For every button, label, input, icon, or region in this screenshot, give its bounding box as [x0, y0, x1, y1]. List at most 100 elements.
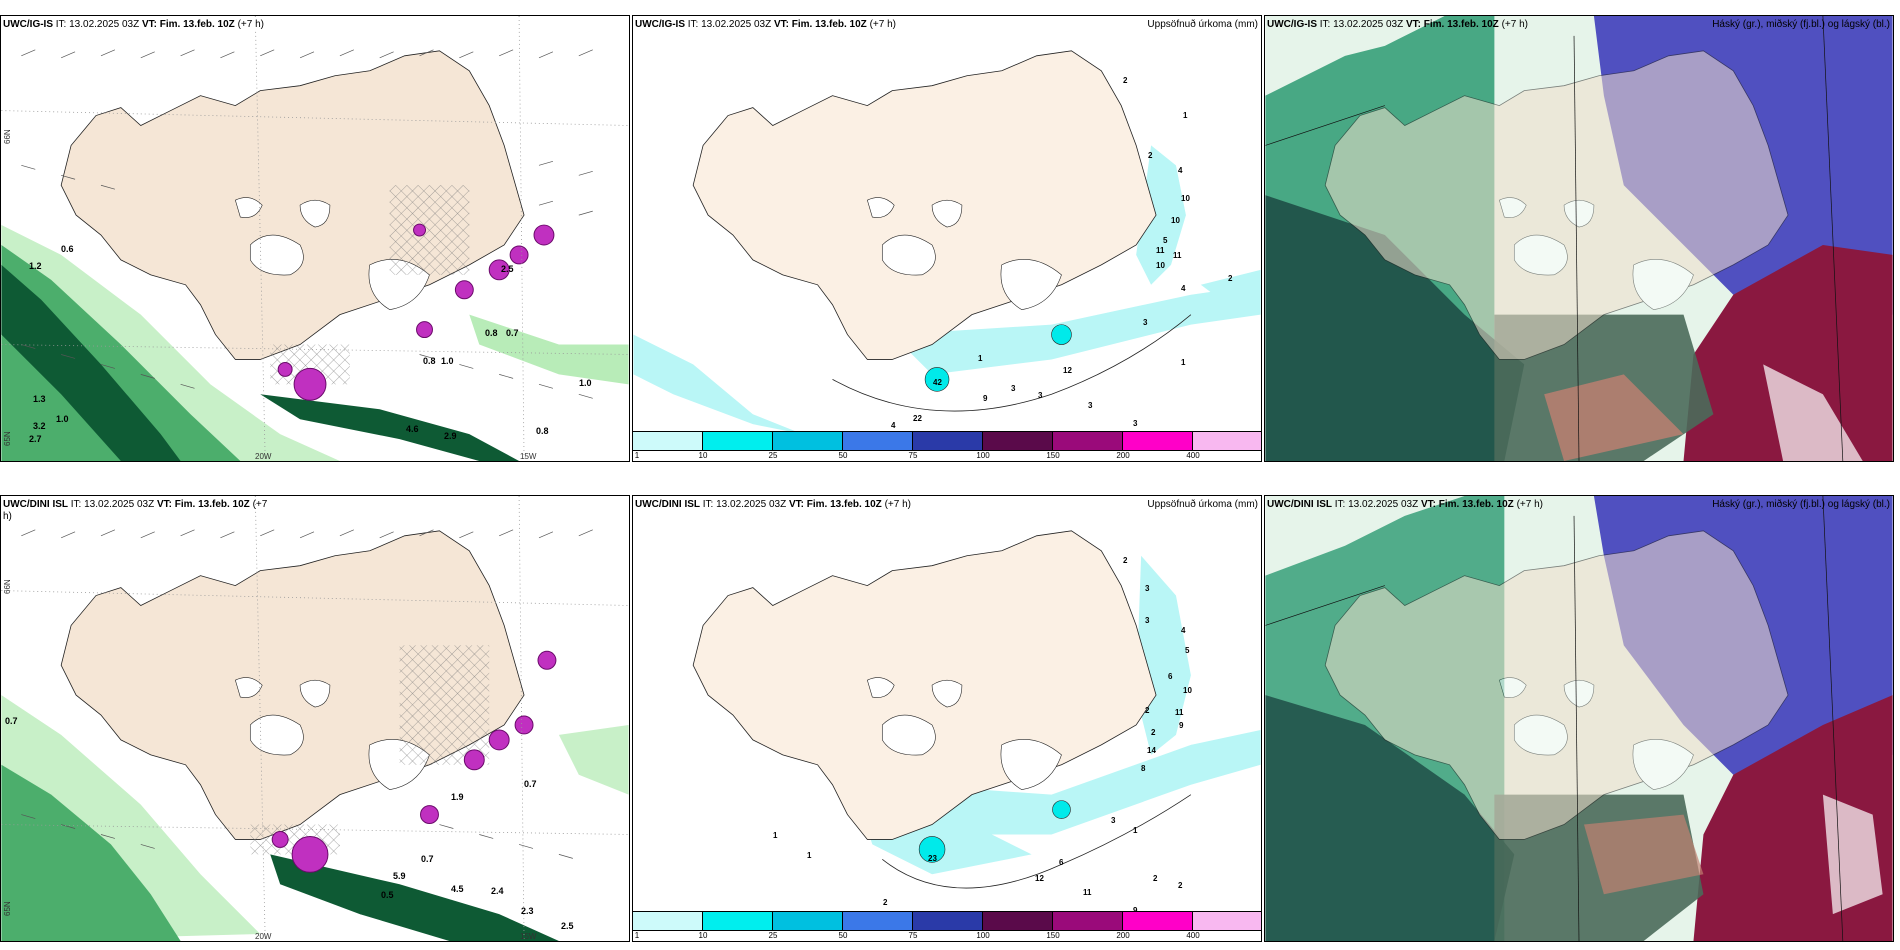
vt-value: Fim. 13.feb. 10Z [806, 499, 882, 510]
cloud-map [1265, 16, 1893, 461]
model-name: UWC/IG-IS [635, 19, 685, 30]
value-label: 2.7 [29, 434, 42, 444]
panel-header: UWC/IG-IS IT: 13.02.2025 03Z VT: Fim. 13… [3, 19, 266, 31]
axis-label-lon: 15W [520, 452, 537, 461]
value-label: 2 [1123, 556, 1128, 565]
value-label: 0.8 [423, 356, 436, 366]
precip-colorbar [633, 911, 1261, 931]
panel-header: UWC/IG-IS IT: 13.02.2025 03Z VT: Fim. 13… [1267, 19, 1528, 31]
colorbar-label: 50 [838, 931, 848, 940]
value-label: 2.3 [521, 906, 534, 916]
value-label: 2.4 [491, 886, 504, 896]
wind-precip-map [1, 16, 629, 461]
value-label: 2 [1178, 881, 1183, 890]
value-label: 23 [928, 854, 937, 863]
value-label: 1.9 [451, 792, 464, 802]
panel-title-right: Háský (gr.), miðský (fj.bl.) og lágský (… [1712, 499, 1890, 510]
vt-value: Fim. 13.feb. 10Z [159, 19, 235, 30]
map-panel-igis-wind: UWC/IG-IS IT: 13.02.2025 03Z VT: Fim. 13… [0, 15, 630, 462]
panel-header: UWC/DINI ISL IT: 13.02.2025 03Z VT: Fim.… [635, 499, 911, 511]
value-label: 1 [1133, 826, 1138, 835]
value-label: 4 [891, 421, 896, 430]
vt-value: Fim. 13.feb. 10Z [1423, 19, 1499, 30]
value-label: 12 [1035, 874, 1044, 883]
map-value-labels: 0.6 1.2 1.3 3.2 1.0 2.7 2.5 0.8 1.0 0.8 … [1, 16, 629, 461]
value-label: 9 [983, 394, 988, 403]
colorbar-label: 100 [976, 451, 990, 460]
colorbar-label: 1 [634, 451, 640, 460]
model-name: UWC/DINI ISL [3, 499, 68, 510]
it-label: IT: [702, 499, 714, 510]
colorbar-segment [1053, 432, 1123, 450]
it-value: 13.02.2025 03Z [84, 499, 155, 510]
vt-label: VT: [156, 499, 172, 510]
vt-value: Fim. 13.feb. 10Z [174, 499, 250, 510]
colorbar-label: 200 [1116, 931, 1130, 940]
lead-time: (+7 h) [1501, 19, 1528, 30]
colorbar-label: 75 [908, 931, 918, 940]
it-value: 13.02.2025 03Z [701, 19, 772, 30]
colorbar-labels: 1 10 25 50 75 100 150 200 400 [633, 451, 1261, 461]
value-label: 4 [1181, 284, 1186, 293]
value-label: 1.0 [56, 414, 69, 424]
value-label: 3 [1133, 419, 1138, 428]
colorbar-segment [1193, 912, 1261, 930]
value-label: 2 [1123, 76, 1128, 85]
value-label: 1 [807, 851, 812, 860]
value-label: 8 [1141, 764, 1146, 773]
colorbar-segment [843, 912, 913, 930]
value-label: 5 [1185, 646, 1190, 655]
panel-title-right: Uppsöfnuð úrkoma (mm) [1147, 499, 1258, 510]
precip-map [633, 496, 1261, 941]
value-label: 2 [1148, 151, 1153, 160]
lead-time: (+7 h) [237, 19, 264, 30]
value-label: 42 [933, 378, 942, 387]
colorbar-label: 75 [908, 451, 918, 460]
colorbar-label: 400 [1186, 451, 1200, 460]
value-label: 3 [1145, 584, 1150, 593]
value-label: 1 [1183, 111, 1188, 120]
model-name: UWC/DINI ISL [1267, 499, 1332, 510]
colorbar-labels: 1 10 25 50 75 100 150 200 400 [633, 931, 1261, 941]
lead-time-wrap: h) [3, 511, 12, 522]
map-panel-dini-wind: UWC/DINI ISL IT: 13.02.2025 03Z VT: Fim.… [0, 495, 630, 942]
lead-time: (+7 [252, 499, 268, 510]
precip-map [633, 16, 1261, 461]
value-label: 9 [1133, 906, 1138, 915]
it-label: IT: [55, 19, 67, 30]
colorbar-label: 25 [768, 931, 778, 940]
it-label: IT: [1319, 19, 1331, 30]
value-label: 1.2 [29, 261, 42, 271]
value-label: 2.9 [444, 431, 457, 441]
lead-time: (+7 h) [869, 19, 896, 30]
colorbar-label: 150 [1046, 451, 1060, 460]
model-name: UWC/DINI ISL [635, 499, 700, 510]
value-label: 11 [1175, 708, 1184, 717]
value-label: 3 [1038, 391, 1043, 400]
vt-label: VT: [1405, 19, 1421, 30]
colorbar-label: 100 [976, 931, 990, 940]
value-label: 0.7 [421, 854, 434, 864]
axis-label-lat: 65N [3, 431, 12, 446]
value-label: 14 [1147, 746, 1156, 755]
value-label: 5 [1163, 236, 1168, 245]
axis-label-lon: 15W [520, 932, 537, 941]
model-name: UWC/IG-IS [1267, 19, 1317, 30]
map-value-labels: 0.7 1.9 0.7 0.7 5.9 0.5 4.5 2.4 2.3 2.5 [1, 496, 629, 941]
value-label: 0.7 [5, 716, 18, 726]
colorbar-segment [633, 912, 703, 930]
value-label: 4.5 [451, 884, 464, 894]
value-label: 2 [1145, 706, 1150, 715]
colorbar-segment [843, 432, 913, 450]
wind-precip-map [1, 496, 629, 941]
panel-header: UWC/DINI ISL IT: 13.02.2025 03Z VT: Fim.… [1267, 499, 1543, 511]
value-label: 2 [1153, 874, 1158, 883]
value-label: 11 [1173, 251, 1182, 260]
lead-time: (+7 h) [1516, 499, 1543, 510]
axis-label-lon: 20W [255, 932, 272, 941]
value-label: 9 [1179, 721, 1184, 730]
value-label: 3 [1143, 318, 1148, 327]
value-label: 5.9 [393, 871, 406, 881]
value-label: 0.6 [61, 244, 74, 254]
value-label: 0.8 [536, 426, 549, 436]
